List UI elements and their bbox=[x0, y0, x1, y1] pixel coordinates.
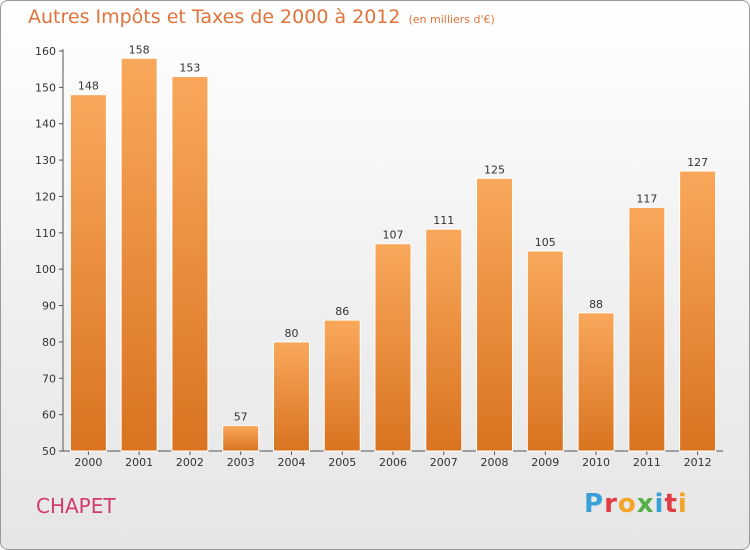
x-tick-label: 2007 bbox=[430, 456, 458, 469]
data-label: 88 bbox=[589, 298, 603, 311]
y-tick-label: 150 bbox=[35, 81, 56, 94]
x-tick-label: 2012 bbox=[684, 456, 712, 469]
data-label: 111 bbox=[433, 214, 454, 227]
logo-letter: o bbox=[617, 489, 637, 519]
bar bbox=[425, 228, 463, 452]
bar bbox=[476, 177, 514, 452]
data-label: 153 bbox=[179, 61, 200, 74]
data-label: 105 bbox=[535, 236, 556, 249]
y-tick-label: 110 bbox=[35, 227, 56, 240]
x-tick-label: 2001 bbox=[125, 456, 153, 469]
data-label: 127 bbox=[687, 156, 708, 169]
x-tick-label: 2010 bbox=[582, 456, 610, 469]
bar bbox=[679, 170, 717, 452]
y-tick-label: 120 bbox=[35, 190, 56, 203]
title-text: Autres Impôts et Taxes de 2000 à 2012 bbox=[28, 6, 401, 28]
bars bbox=[69, 57, 717, 452]
bar bbox=[526, 250, 564, 452]
x-tick-label: 2003 bbox=[227, 456, 255, 469]
y-tick-label: 100 bbox=[35, 263, 56, 276]
bar bbox=[323, 319, 361, 452]
bar bbox=[577, 312, 615, 452]
unit-subtitle: (en milliers d'€) bbox=[408, 13, 495, 26]
value-labels: 148 158 153 57 80 86 107 111 125 105 88 117 127 bbox=[78, 43, 708, 423]
bar bbox=[272, 341, 310, 452]
data-label: 57 bbox=[234, 411, 248, 424]
bar bbox=[69, 94, 107, 452]
data-label: 80 bbox=[284, 327, 298, 340]
y-tick-label: 90 bbox=[42, 300, 56, 313]
data-label: 125 bbox=[484, 163, 505, 176]
x-tick-label: 2005 bbox=[328, 456, 356, 469]
x-tick-label: 2009 bbox=[531, 456, 559, 469]
y-tick-label: 50 bbox=[42, 445, 56, 458]
bar bbox=[374, 243, 412, 452]
data-label: 117 bbox=[636, 192, 657, 205]
commune-name: CHAPET bbox=[36, 494, 116, 518]
logo-letter: x bbox=[636, 489, 655, 519]
x-tick-label: 2004 bbox=[277, 456, 305, 469]
logo-letter: t bbox=[664, 489, 678, 519]
chart-title: Autres Impôts et Taxes de 2000 à 2012 (en… bbox=[28, 6, 495, 28]
x-tick-label: 2000 bbox=[74, 456, 102, 469]
bar bbox=[120, 57, 158, 452]
data-label: 107 bbox=[383, 229, 404, 242]
x-tick-label: 2002 bbox=[176, 456, 204, 469]
proxiti-logo: Proxiti bbox=[584, 489, 688, 519]
bar bbox=[222, 425, 260, 452]
y-tick-label: 160 bbox=[35, 45, 56, 58]
y-tick-label: 140 bbox=[35, 118, 56, 131]
data-label: 148 bbox=[78, 80, 99, 93]
logo-letter: P bbox=[584, 489, 605, 519]
x-tick-label: 2006 bbox=[379, 456, 407, 469]
bar bbox=[628, 206, 666, 452]
data-label: 158 bbox=[129, 43, 150, 56]
logo-letter: i bbox=[654, 489, 665, 519]
x-tick-label: 2008 bbox=[481, 456, 509, 469]
y-tick-label: 60 bbox=[42, 409, 56, 422]
logo-letter: i bbox=[677, 489, 688, 519]
data-label: 86 bbox=[335, 305, 349, 318]
bar bbox=[171, 75, 209, 452]
y-tick-label: 130 bbox=[35, 154, 56, 167]
x-tick-label: 2011 bbox=[633, 456, 661, 469]
logo-letter: r bbox=[604, 489, 618, 519]
y-tick-label: 80 bbox=[42, 336, 56, 349]
y-tick-label: 70 bbox=[42, 372, 56, 385]
